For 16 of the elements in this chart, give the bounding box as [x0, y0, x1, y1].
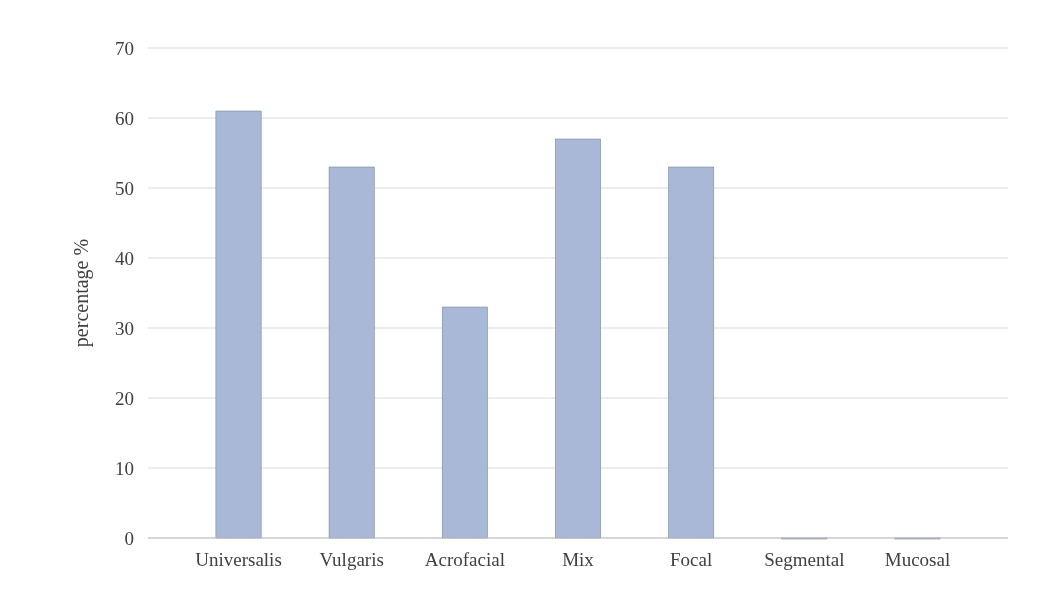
y-tick-label: 70: [115, 37, 134, 59]
x-tick-label: Mucosal: [884, 549, 951, 570]
y-tick-label: 40: [115, 247, 134, 269]
y-tick-label: 10: [115, 457, 134, 479]
x-tick-label: Segmental: [764, 549, 845, 570]
x-tick-label: Mix: [562, 549, 595, 570]
y-tick-label: 60: [115, 107, 134, 129]
x-tick-label: Acrofacial: [424, 549, 505, 570]
x-tick-label: Vulgaris: [319, 549, 384, 570]
y-axis-title: percentage %: [70, 238, 93, 348]
y-tick-label: 0: [124, 527, 134, 549]
y-tick-label: 50: [115, 177, 134, 199]
x-tick-label: Focal: [670, 549, 713, 570]
y-tick-label: 30: [115, 317, 134, 339]
y-tick-label: 20: [115, 387, 134, 409]
x-tick-label: Universalis: [195, 549, 282, 570]
